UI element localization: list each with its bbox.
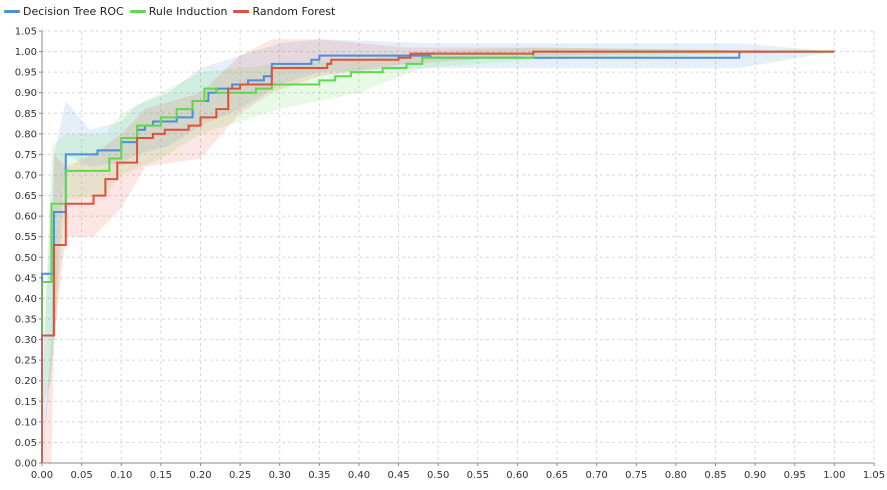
- x-tick-label: 0.45: [387, 470, 409, 481]
- legend-swatch-rule-induction: [129, 9, 146, 13]
- legend-label-decision-tree: Decision Tree ROC: [23, 4, 124, 18]
- y-tick-label: 0.70: [15, 171, 37, 182]
- x-tick-label: 0.90: [744, 470, 766, 481]
- series-lines: [41, 50, 835, 463]
- series-line-random-forest: [41, 50, 835, 463]
- legend-label-random-forest: Random Forest: [252, 4, 336, 18]
- x-tick-label: 0.50: [427, 470, 449, 481]
- y-tick-label: 0.95: [15, 68, 37, 79]
- y-tick-label: 0.15: [15, 397, 37, 408]
- axes: 0.00 0.05 0.10 0.15 0.20 0.25 0.30 0.35 0.40 0.45…: [15, 27, 885, 482]
- legend-item-random-forest[interactable]: Random Forest: [233, 5, 335, 18]
- y-tick-label: 0.45: [15, 273, 37, 284]
- x-tick-label: 0.65: [546, 470, 568, 481]
- y-tick-label: 0.35: [15, 315, 37, 326]
- x-tick-label: 0.55: [467, 470, 489, 481]
- grid: [41, 30, 875, 464]
- legend: Decision Tree ROC Rule Induction Random …: [4, 3, 341, 19]
- legend-item-decision-tree[interactable]: Decision Tree ROC: [4, 5, 124, 18]
- y-tick-label: 0.40: [15, 294, 37, 305]
- x-tick-label: 0.60: [506, 470, 528, 481]
- x-tick-label: 1.05: [863, 470, 885, 481]
- y-tick-label: 1.00: [15, 47, 37, 58]
- x-tick-label: 0.40: [348, 470, 370, 481]
- y-tick-label: 0.60: [15, 212, 37, 223]
- x-tick-label: 0.00: [31, 470, 53, 481]
- legend-item-rule-induction[interactable]: Rule Induction: [129, 4, 228, 18]
- x-tick-label: 0.05: [70, 470, 92, 481]
- y-tick-label: 0.75: [15, 150, 37, 161]
- x-tick-label: 0.80: [665, 470, 687, 481]
- x-tick-label: 0.85: [704, 470, 726, 481]
- y-tick-label: 0.65: [15, 191, 37, 202]
- y-tick-label: 0.30: [15, 335, 37, 346]
- x-tick-label: 0.20: [189, 470, 211, 481]
- y-tick-label: 0.50: [15, 253, 37, 264]
- y-tick-label: 0.25: [15, 356, 37, 367]
- x-tick-label: 0.70: [586, 470, 608, 481]
- y-tick-label: 0.55: [15, 232, 37, 243]
- y-tick-label: 0.80: [15, 129, 37, 140]
- x-tick-label: 0.35: [308, 470, 330, 481]
- legend-swatch-decision-tree: [4, 9, 20, 13]
- y-tick-label: 0.10: [15, 417, 37, 428]
- y-tick-label: 0.05: [15, 438, 37, 449]
- y-tick-label: 0.00: [15, 459, 37, 470]
- x-tick-label: 0.10: [110, 470, 132, 481]
- legend-label-rule-induction: Rule Induction: [148, 4, 228, 18]
- x-tick-label: 0.25: [229, 470, 251, 481]
- y-tick-label: 0.20: [15, 376, 37, 387]
- x-tick-label: 0.75: [625, 470, 647, 481]
- y-tick-label: 1.05: [15, 27, 37, 38]
- y-tick-label: 0.85: [15, 109, 37, 120]
- x-tick-label: 0.15: [150, 470, 172, 481]
- x-tick-label: 0.30: [269, 470, 291, 481]
- legend-swatch-random-forest: [233, 9, 250, 13]
- x-tick-label: 0.95: [784, 470, 806, 481]
- series-line-rule-induction: [41, 50, 835, 463]
- series-line-decision-tree: [41, 50, 835, 463]
- y-tick-label: 0.90: [15, 88, 37, 99]
- x-tick-label: 1.00: [823, 470, 845, 481]
